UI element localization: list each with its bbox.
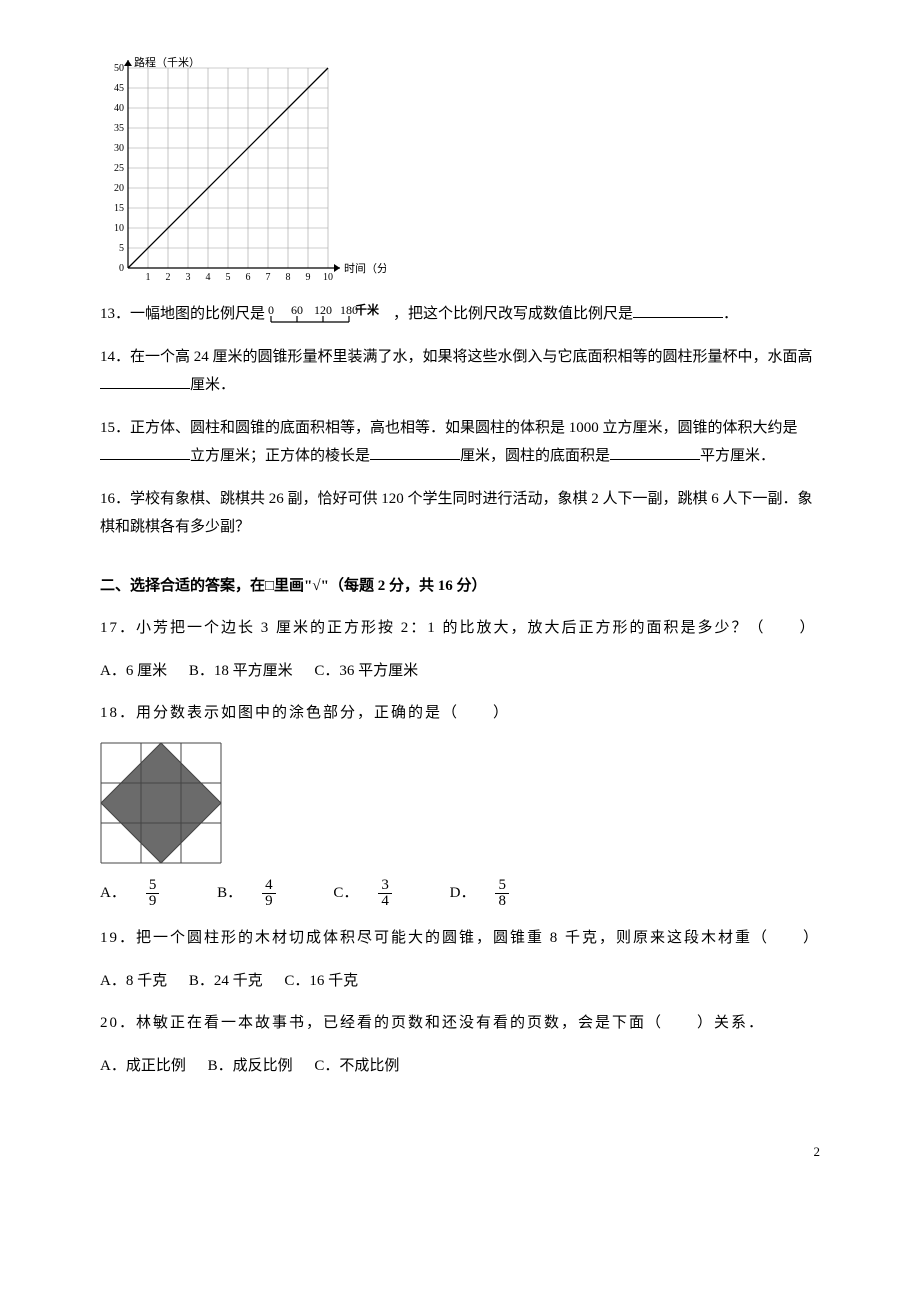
svg-text:25: 25	[114, 163, 124, 174]
svg-text:10: 10	[323, 272, 333, 283]
svg-text:40: 40	[114, 103, 124, 114]
q18-opt-c-prefix: C．	[333, 885, 358, 901]
q18-opt-a-prefix: A．	[100, 885, 126, 901]
q18-b-den: 9	[262, 894, 276, 910]
svg-text:路程（千米）: 路程（千米）	[134, 56, 200, 69]
q14-blank[interactable]	[100, 373, 190, 389]
q18-b-num: 4	[262, 878, 276, 895]
q15-text-a: 15．正方体、圆柱和圆锥的底面积相等，高也相等．如果圆柱的体积是 1000 立方…	[100, 420, 798, 436]
q15-text-d: 平方厘米．	[700, 448, 775, 464]
svg-text:时间（分）: 时间（分）	[344, 262, 386, 275]
svg-text:10: 10	[114, 223, 124, 234]
svg-text:50: 50	[114, 63, 124, 74]
q14: 14．在一个高 24 厘米的圆锥形量杯里装满了水，如果将这些水倒入与它底面积相等…	[100, 343, 820, 400]
section-2-title: 二、选择合适的答案，在□里画"√"（每题 2 分，共 16 分）	[100, 572, 820, 601]
svg-text:30: 30	[114, 143, 124, 154]
q20: 20．林敏正在看一本故事书，已经看的页数和还没有看的页数，会是下面（ ）关系．	[100, 1009, 820, 1038]
q14-text-a: 14．在一个高 24 厘米的圆锥形量杯里装满了水，如果将这些水倒入与它底面积相等…	[100, 349, 813, 365]
svg-text:45: 45	[114, 83, 124, 94]
svg-text:0: 0	[268, 303, 274, 317]
q18-opt-b[interactable]: B．49	[217, 885, 312, 901]
svg-text:8: 8	[286, 272, 291, 283]
q15-blank-3[interactable]	[610, 444, 700, 460]
q20-opt-a[interactable]: A．成正比例	[100, 1058, 186, 1074]
svg-text:120: 120	[314, 303, 332, 317]
q17-opt-a[interactable]: A．6 厘米	[100, 663, 167, 679]
q15-text-c: 厘米，圆柱的底面积是	[460, 448, 610, 464]
svg-text:0: 0	[119, 263, 124, 274]
svg-text:千米: 千米	[355, 302, 380, 317]
q16: 16．学校有象棋、跳棋共 26 副，恰好可供 120 个学生同时进行活动，象棋 …	[100, 485, 820, 542]
svg-text:2: 2	[166, 272, 171, 283]
q12-chart: 0510152025303540455012345678910路程（千米）时间（…	[100, 54, 820, 286]
q20-options: A．成正比例 B．成反比例 C．不成比例	[100, 1052, 820, 1081]
page-number: 2	[100, 1140, 820, 1165]
q18-opt-a[interactable]: A．59	[100, 885, 195, 901]
q18: 18．用分数表示如图中的涂色部分，正确的是（ ）	[100, 699, 820, 728]
q13-text-a: 13．一幅地图的比例尺是	[100, 306, 265, 322]
svg-text:5: 5	[226, 272, 231, 283]
q20-opt-b[interactable]: B．成反比例	[208, 1058, 293, 1074]
q17-opt-b[interactable]: B．18 平方厘米	[189, 663, 293, 679]
q17-opt-c[interactable]: C．36 平方厘米	[314, 663, 418, 679]
q13-blank[interactable]	[633, 302, 723, 318]
q16-text: 16．学校有象棋、跳棋共 26 副，恰好可供 120 个学生同时进行活动，象棋 …	[100, 491, 813, 536]
q20-opt-c[interactable]: C．不成比例	[314, 1058, 399, 1074]
q18-opt-d-prefix: D．	[450, 885, 476, 901]
q15-blank-1[interactable]	[100, 444, 190, 460]
q20-text: 20．林敏正在看一本故事书，已经看的页数和还没有看的页数，会是下面（ ）关系．	[100, 1015, 765, 1031]
q18-options: A．59 B．49 C．34 D．58	[100, 878, 820, 911]
svg-text:7: 7	[266, 272, 271, 283]
q13-text-b: ，把这个比例尺改写成数值比例尺是	[393, 306, 633, 322]
q19-opt-c[interactable]: C．16 千克	[284, 973, 358, 989]
q13-period: ．	[723, 306, 738, 322]
q18-shaded-square	[100, 742, 222, 864]
q19-opt-b[interactable]: B．24 千克	[189, 973, 263, 989]
q17: 17．小芳把一个边长 3 厘米的正方形按 2：1 的比放大，放大后正方形的面积是…	[100, 614, 820, 643]
q19-text: 19．把一个圆柱形的木材切成体积尽可能大的圆锥，圆锥重 8 千克，则原来这段木材…	[100, 930, 820, 946]
svg-text:15: 15	[114, 203, 124, 214]
q18-a-den: 9	[146, 894, 160, 910]
q18-a-num: 5	[146, 878, 160, 895]
svg-text:35: 35	[114, 123, 124, 134]
svg-text:20: 20	[114, 183, 124, 194]
q14-text-b: 厘米．	[190, 377, 235, 393]
q19-opt-a[interactable]: A．8 千克	[100, 973, 167, 989]
q18-opt-c[interactable]: C．34	[333, 885, 428, 901]
svg-text:9: 9	[306, 272, 311, 283]
q18-figure	[100, 742, 820, 864]
q18-opt-b-prefix: B．	[217, 885, 242, 901]
distance-time-chart: 0510152025303540455012345678910路程（千米）时间（…	[100, 54, 386, 286]
svg-text:60: 60	[291, 303, 303, 317]
q15-text-b: 立方厘米；正方体的棱长是	[190, 448, 370, 464]
svg-text:4: 4	[206, 272, 211, 283]
svg-text:5: 5	[119, 243, 124, 254]
svg-text:1: 1	[146, 272, 151, 283]
q19: 19．把一个圆柱形的木材切成体积尽可能大的圆锥，圆锥重 8 千克，则原来这段木材…	[100, 924, 820, 953]
q18-d-num: 5	[495, 878, 509, 895]
q15-blank-2[interactable]	[370, 444, 460, 460]
q17-text: 17．小芳把一个边长 3 厘米的正方形按 2：1 的比放大，放大后正方形的面积是…	[100, 620, 817, 636]
q13: 13．一幅地图的比例尺是060120180千米，把这个比例尺改写成数值比例尺是．	[100, 300, 820, 329]
q19-options: A．8 千克 B．24 千克 C．16 千克	[100, 967, 820, 996]
q17-options: A．6 厘米 B．18 平方厘米 C．36 平方厘米	[100, 657, 820, 686]
q18-d-den: 8	[495, 894, 509, 910]
svg-text:6: 6	[246, 272, 251, 283]
linear-scale-icon: 060120180千米	[265, 302, 393, 328]
q18-text: 18．用分数表示如图中的涂色部分，正确的是（ ）	[100, 705, 510, 721]
q15: 15．正方体、圆柱和圆锥的底面积相等，高也相等．如果圆柱的体积是 1000 立方…	[100, 414, 820, 471]
q18-c-den: 4	[378, 894, 392, 910]
q18-opt-d[interactable]: D．58	[450, 885, 545, 901]
svg-text:3: 3	[186, 272, 191, 283]
q18-c-num: 3	[378, 878, 392, 895]
